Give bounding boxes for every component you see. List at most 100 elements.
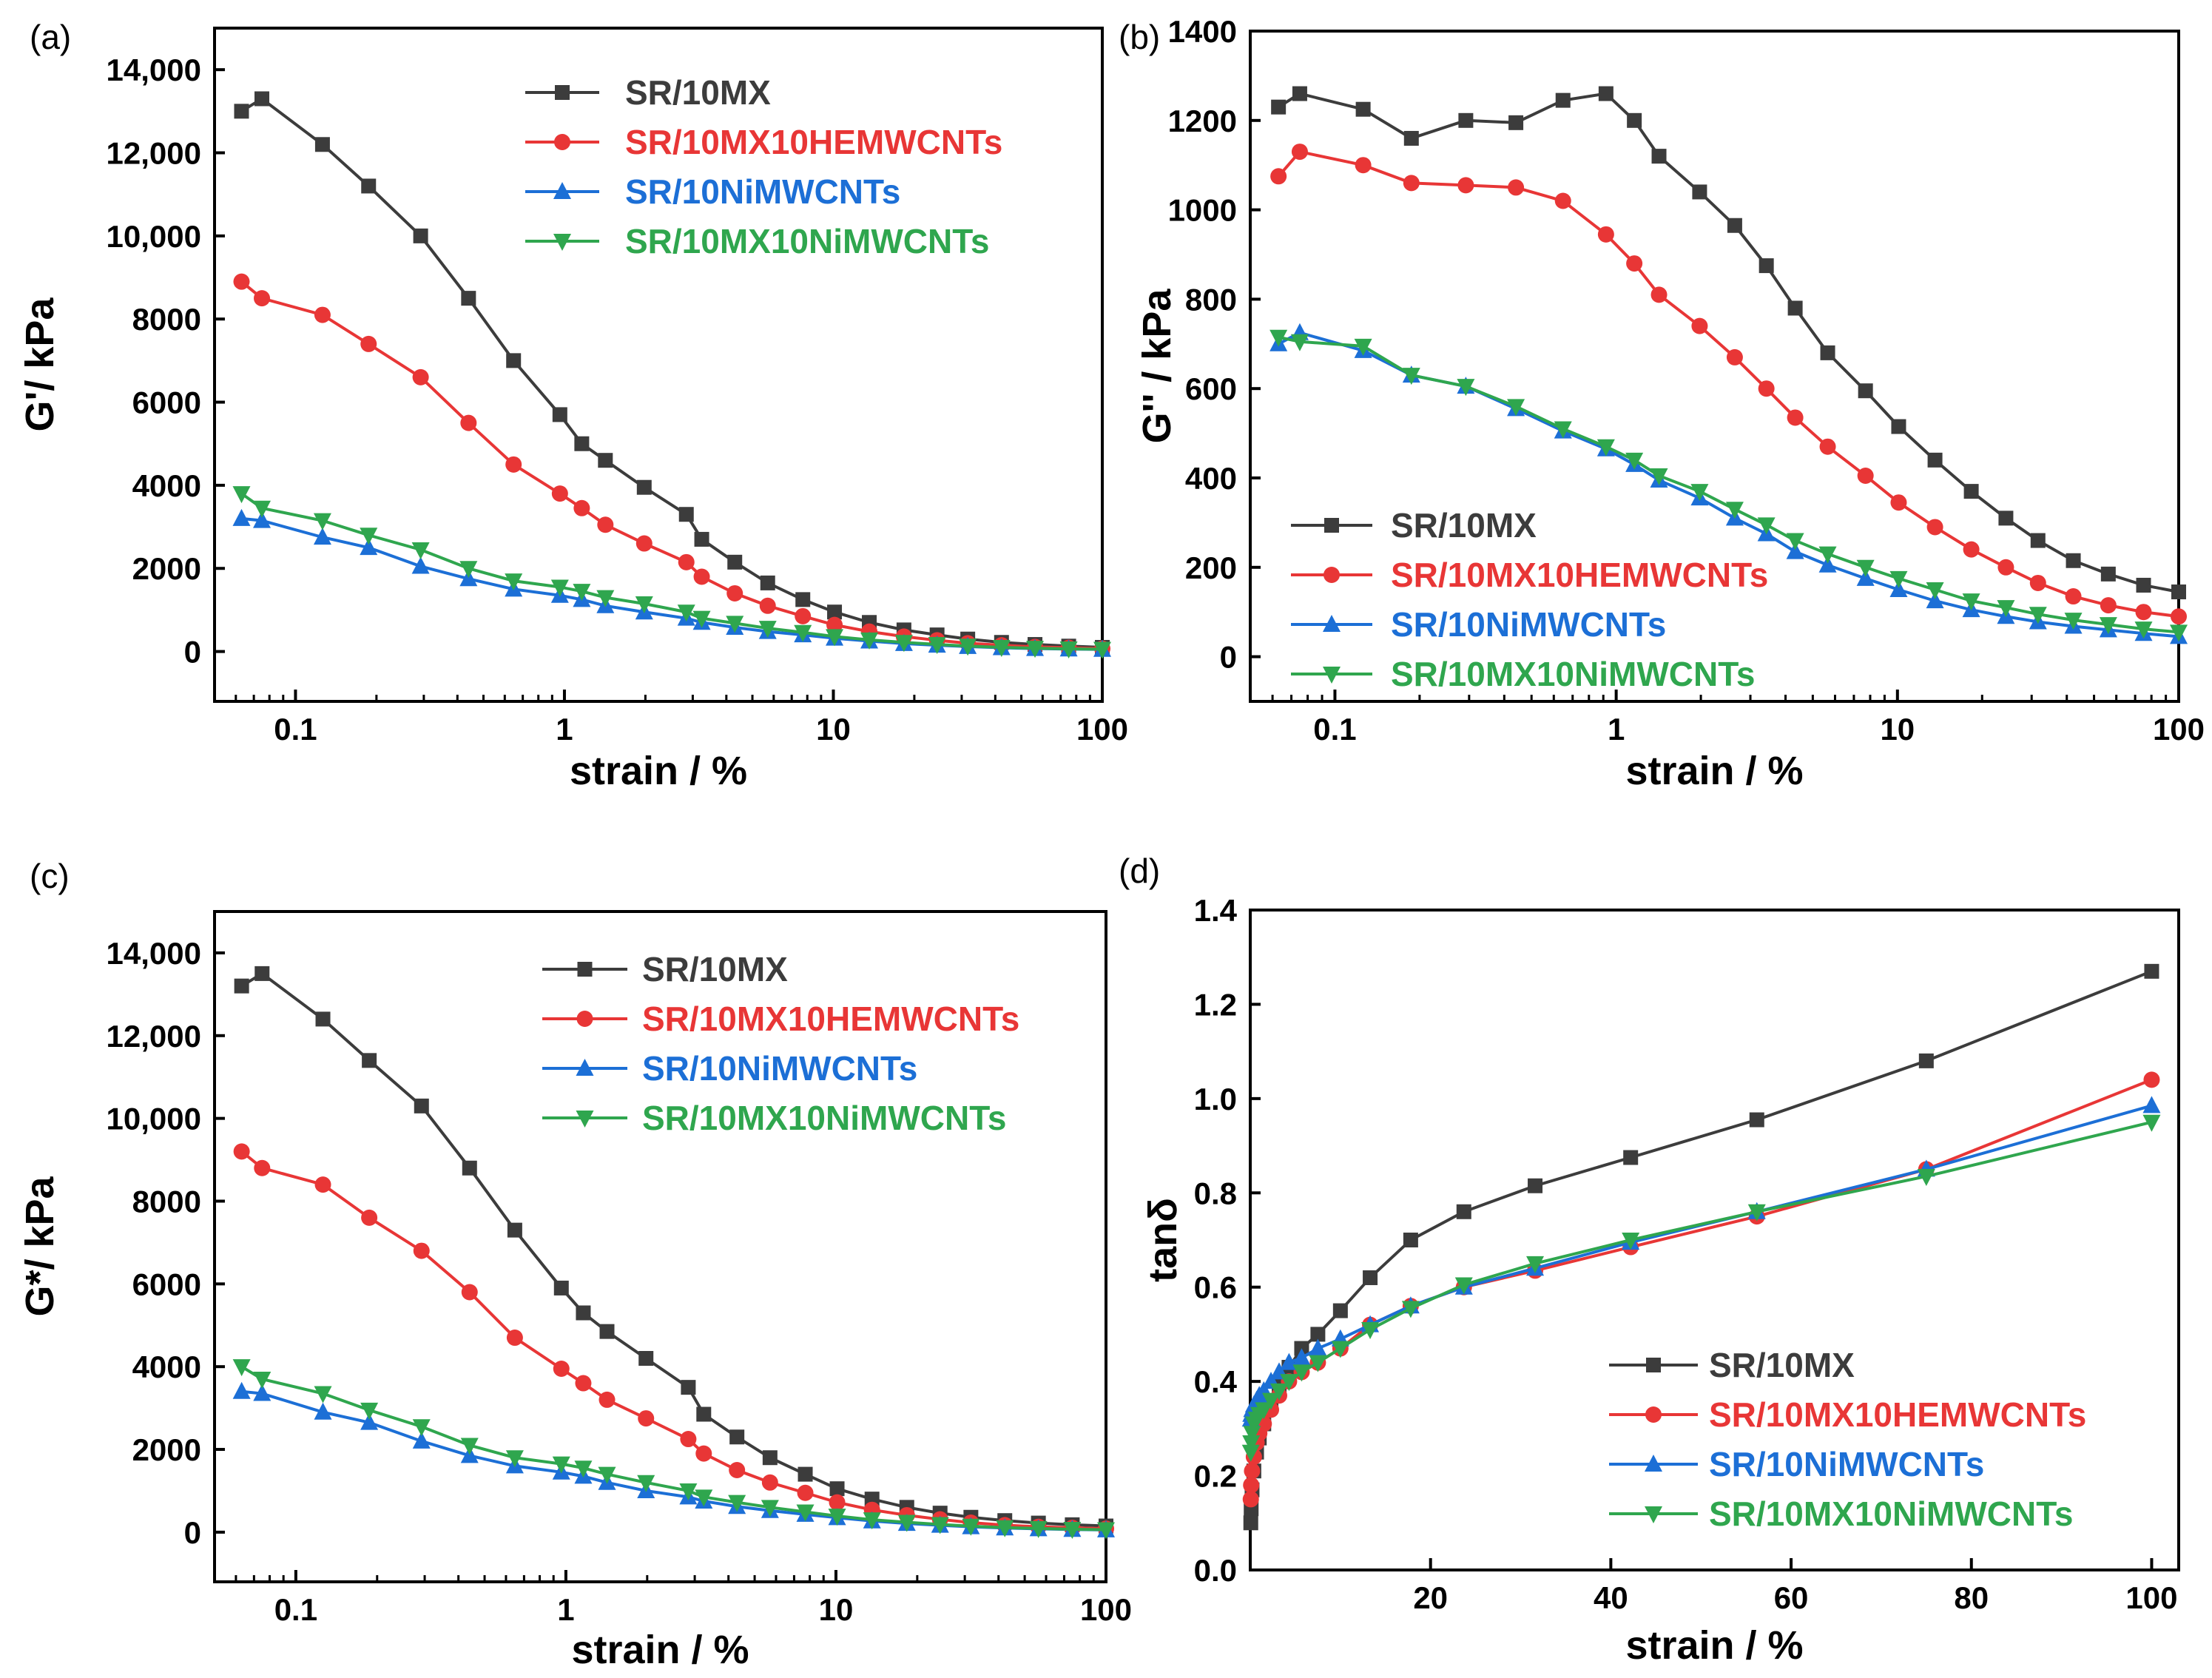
data-point-a-sr-10mx10nimwcnts	[826, 629, 844, 647]
legend-marker-d-sr-10mx10hemwcnts	[1645, 1406, 1662, 1423]
data-point-a-sr-10mx10hemwcnts	[759, 597, 776, 614]
legend-label-c-sr-10mx10hemwcnts: SR/10MX10HEMWCNTs	[642, 1000, 1019, 1038]
data-point-c-sr-10mx	[762, 1450, 778, 1466]
data-point-b-sr-10mx	[1292, 86, 1307, 101]
data-point-b-sr-10mx10hemwcnts	[1691, 317, 1708, 334]
data-point-d-sr-10mx10hemwcnts	[1244, 1463, 1261, 1480]
data-point-b-sr-10mx10hemwcnts	[1926, 519, 1943, 536]
y-tick-label-a: 4000	[132, 468, 201, 503]
y-tick-label-c: 8000	[132, 1184, 201, 1219]
legend-label-a-sr-10mx10nimwcnts: SR/10MX10NiMWCNTs	[625, 222, 989, 260]
data-point-b-sr-10mx	[1458, 112, 1474, 128]
data-point-c-sr-10mx	[315, 1011, 331, 1027]
data-point-a-sr-10mx10hemwcnts	[635, 535, 653, 552]
data-point-b-sr-10mx	[2136, 577, 2151, 593]
data-point-c-sr-10mx	[798, 1466, 813, 1482]
legend-marker-c-sr-10mx10nimwcnts	[576, 1111, 594, 1128]
data-point-a-sr-10mx	[314, 137, 330, 152]
data-point-c-sr-10mx10nimwcnts	[996, 1520, 1014, 1537]
y-tick-label-a: 10,000	[107, 219, 201, 254]
legend-marker-b-sr-10mx10hemwcnts	[1324, 567, 1340, 583]
data-point-b-sr-10mx10nimwcnts	[1757, 517, 1776, 535]
data-point-b-sr-10mx10nimwcnts	[2170, 624, 2188, 642]
x-tick-label-a: 0.1	[274, 712, 317, 747]
y-tick-label-c: 14,000	[107, 936, 201, 971]
legend-label-b-sr-10nimwcnts: SR/10NiMWCNTs	[1391, 605, 1666, 644]
data-point-c-sr-10mx	[234, 978, 249, 994]
plot-frame-b	[1249, 30, 2180, 703]
data-point-a-sr-10mx	[461, 291, 476, 306]
data-point-b-sr-10mx10hemwcnts	[1457, 177, 1474, 194]
data-point-a-sr-10mx10nimwcnts	[596, 590, 615, 607]
data-point-b-sr-10mx	[1355, 101, 1371, 117]
data-point-c-sr-10mx10hemwcnts	[553, 1360, 570, 1377]
data-point-a-sr-10mx10nimwcnts	[232, 486, 251, 504]
data-point-d-sr-10mx10nimwcnts	[1292, 1364, 1311, 1382]
legend-marker-a-sr-10mx	[555, 85, 570, 100]
data-point-d-sr-10mx10nimwcnts	[1331, 1341, 1349, 1358]
data-point-a-sr-10mx10nimwcnts	[928, 637, 946, 655]
y-tick-label-b: 1200	[1168, 104, 1237, 138]
panel-label-c: (c)	[30, 857, 70, 895]
data-point-c-sr-10mx	[696, 1406, 712, 1422]
data-point-c-sr-10mx	[553, 1280, 569, 1295]
data-point-b-sr-10mx10hemwcnts	[2100, 597, 2117, 614]
x-tick-label-d: 60	[1774, 1580, 1809, 1615]
data-point-a-sr-10nimwcnts	[253, 511, 272, 528]
data-point-a-sr-10mx10hemwcnts	[678, 553, 695, 570]
legend-label-d-sr-10mx10nimwcnts: SR/10MX10NiMWCNTs	[1709, 1495, 2073, 1533]
data-point-c-sr-10mx10hemwcnts	[413, 1242, 430, 1259]
data-point-d-sr-10mx10nimwcnts	[1241, 1444, 1260, 1462]
data-point-d-sr-10mx10nimwcnts	[1255, 1402, 1273, 1420]
data-point-b-sr-10mx	[1271, 99, 1287, 115]
data-point-c-sr-10mx10nimwcnts	[505, 1450, 524, 1468]
data-point-a-sr-10mx10nimwcnts	[677, 604, 695, 622]
data-point-b-sr-10nimwcnts	[1818, 555, 1837, 573]
data-point-b-sr-10mx	[1787, 300, 1803, 316]
data-point-c-sr-10mx10hemwcnts	[797, 1484, 814, 1501]
data-point-a-sr-10mx	[234, 104, 249, 119]
data-point-d-sr-10mx	[1456, 1204, 1471, 1219]
data-point-c-sr-10nimwcnts	[360, 1412, 379, 1430]
legend-label-b-sr-10mx: SR/10MX	[1391, 506, 1537, 545]
y-tick-label-a: 6000	[132, 385, 201, 420]
data-point-b-sr-10mx10hemwcnts	[1997, 559, 2014, 576]
legend-label-c-sr-10nimwcnts: SR/10NiMWCNTs	[642, 1049, 917, 1088]
data-point-a-sr-10mx10hemwcnts	[360, 335, 377, 352]
data-point-a-sr-10mx10nimwcnts	[1059, 641, 1078, 658]
data-point-a-sr-10mx10nimwcnts	[253, 500, 272, 518]
data-point-c-sr-10mx10nimwcnts	[598, 1466, 616, 1484]
data-point-b-sr-10mx10nimwcnts	[1690, 484, 1709, 502]
y-tick-label-d: 0.8	[1194, 1176, 1237, 1210]
data-point-d-sr-10mx	[1310, 1327, 1326, 1342]
data-point-b-sr-10mx	[1508, 115, 1524, 130]
data-point-d-sr-10mx10nimwcnts	[1917, 1168, 1935, 1186]
x-tick-label-c: 10	[819, 1592, 854, 1627]
data-point-c-sr-10mx10nimwcnts	[931, 1517, 949, 1534]
data-point-c-sr-10nimwcnts	[253, 1384, 272, 1401]
legend-marker-d-sr-10mx10nimwcnts	[1645, 1506, 1662, 1523]
data-point-b-sr-10mx10nimwcnts	[2064, 613, 2083, 630]
panel-d: (d) tanδ strain / % SR/10MX SR/10MX10HEM…	[1119, 852, 2180, 1668]
data-point-d-sr-10mx10hemwcnts	[2143, 1071, 2160, 1088]
x-tick-label-b: 100	[2153, 712, 2205, 747]
x-tick-label-c: 1	[557, 1592, 574, 1627]
data-point-b-sr-10mx10nimwcnts	[1650, 468, 1668, 485]
data-point-b-sr-10mx10nimwcnts	[1625, 452, 1644, 470]
y-axis-label-a: G'/ kPa	[18, 297, 62, 432]
data-point-c-sr-10mx10nimwcnts	[897, 1514, 916, 1532]
data-point-b-sr-10mx10hemwcnts	[1963, 541, 1980, 558]
data-point-b-sr-10mx10hemwcnts	[1787, 409, 1804, 426]
data-point-b-sr-10nimwcnts	[1889, 580, 1908, 597]
legend-label-a-sr-10mx10hemwcnts: SR/10MX10HEMWCNTs	[625, 123, 1002, 161]
legend-marker-a-sr-10mx10nimwcnts	[553, 234, 571, 251]
data-point-d-sr-10nimwcnts	[1292, 1348, 1311, 1366]
legend-label-b-sr-10mx10nimwcnts: SR/10MX10NiMWCNTs	[1391, 655, 1755, 693]
data-point-d-sr-10nimwcnts	[1309, 1338, 1327, 1356]
data-point-b-sr-10mx	[2030, 533, 2046, 548]
y-tick-label-c: 10,000	[107, 1102, 201, 1136]
y-tick-label-a: 12,000	[107, 136, 201, 171]
x-tick-label-d: 20	[1413, 1580, 1448, 1615]
y-tick-label-a: 0	[184, 635, 201, 670]
data-point-a-sr-10mx10nimwcnts	[1093, 641, 1111, 659]
